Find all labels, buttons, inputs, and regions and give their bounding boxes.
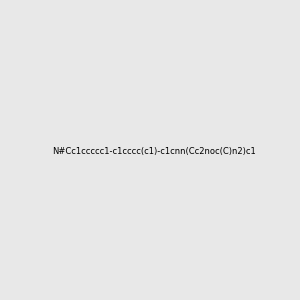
Text: N#Cc1ccccc1-c1cccc(c1)-c1cnn(Cc2noc(C)n2)c1: N#Cc1ccccc1-c1cccc(c1)-c1cnn(Cc2noc(C)n2… bbox=[52, 147, 256, 156]
